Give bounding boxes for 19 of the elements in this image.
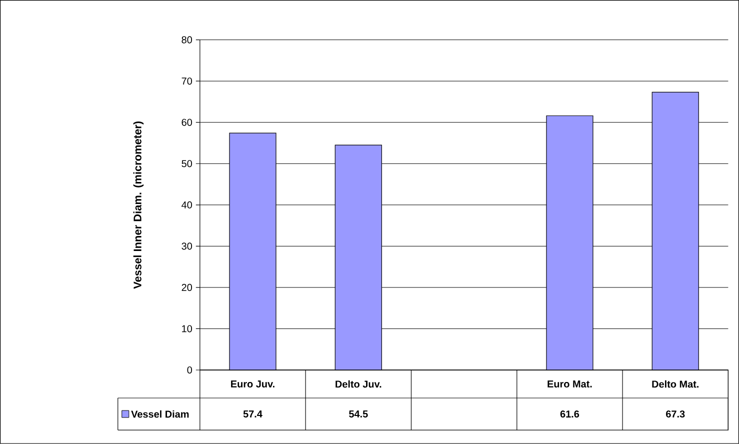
y-tick-label: 10: [182, 325, 192, 332]
y-tick-label: 30: [182, 242, 192, 250]
y-tick-label: 20: [182, 284, 192, 292]
y-tick-label: 50: [182, 160, 192, 168]
x-tick-label: Delto Mat.: [652, 380, 698, 388]
y-tick-label: 0: [187, 366, 192, 374]
y-axis-title: Vessel Inner Diam. (micrometer): [133, 122, 144, 289]
y-tick-label: 40: [182, 201, 192, 209]
x-tick-label: Delto Juv.: [336, 380, 382, 388]
y-tick-label: 80: [182, 36, 192, 44]
data-label: 67.3: [666, 410, 685, 418]
legend-label: Vessel Diam: [131, 410, 189, 418]
y-tick-label: 60: [182, 118, 192, 126]
data-label: 61.6: [560, 410, 580, 418]
x-tick-label: Euro Mat.: [548, 380, 592, 388]
data-label: 57.4: [243, 410, 262, 418]
y-tick-label: 70: [182, 78, 192, 85]
data-label: 54.5: [349, 410, 368, 418]
x-tick-label: Euro Juv.: [231, 380, 274, 388]
